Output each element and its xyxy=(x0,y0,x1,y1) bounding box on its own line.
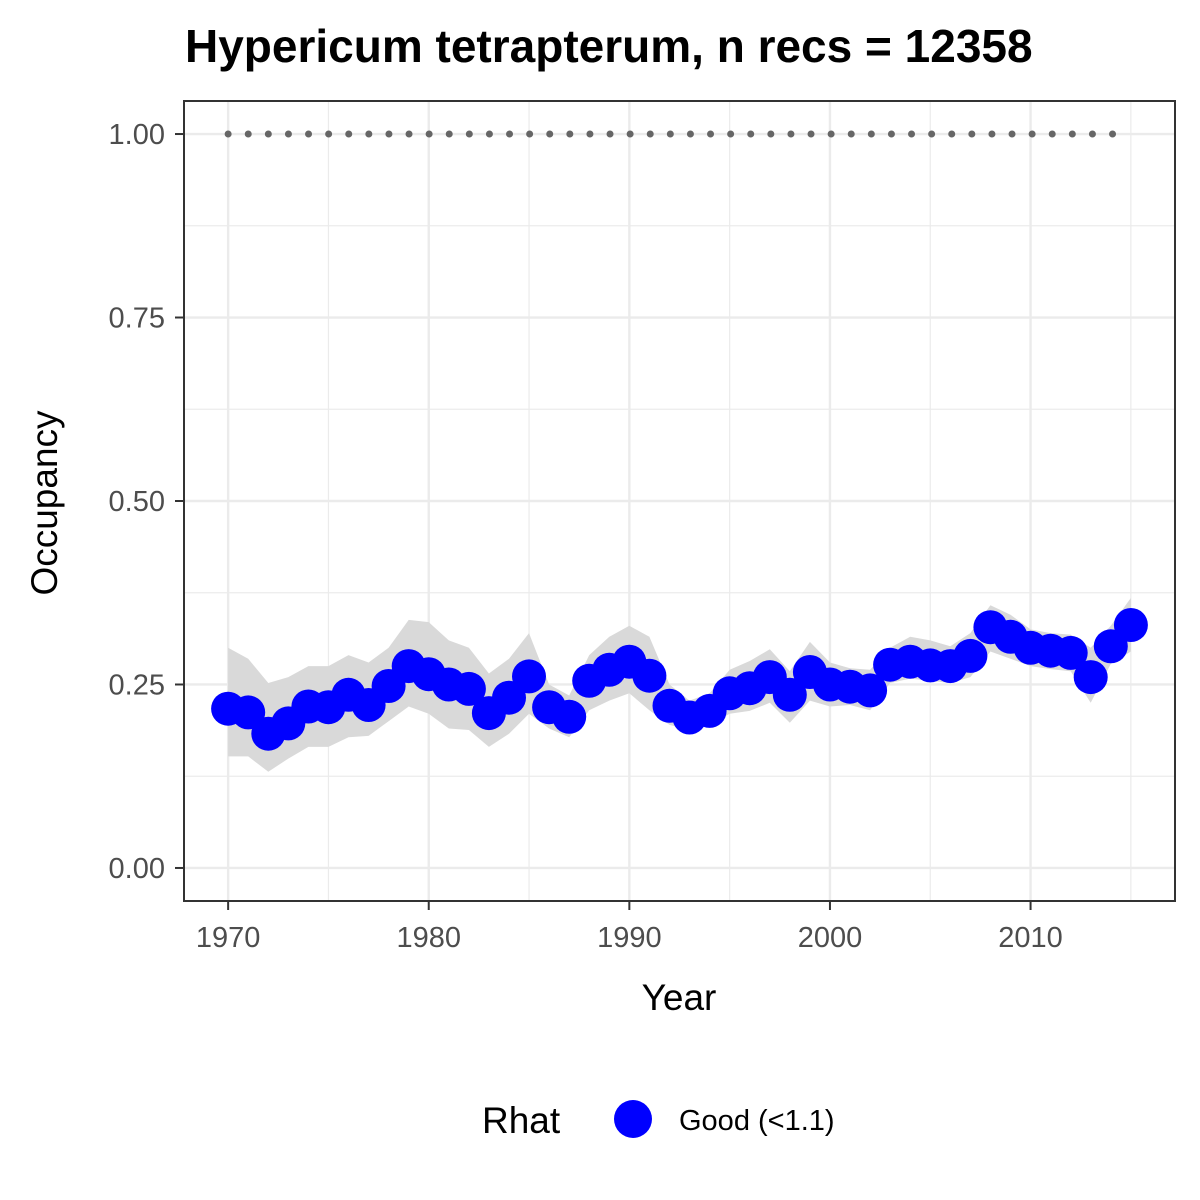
data-point xyxy=(1073,660,1108,695)
legend-label-good: Good (<1.1) xyxy=(679,1105,835,1137)
y-tick-label: 0.75 xyxy=(109,303,165,335)
data-point xyxy=(632,658,667,693)
x-tick-label: 2010 xyxy=(998,922,1063,954)
legend-title: Rhat xyxy=(482,1100,561,1141)
x-axis-title: Year xyxy=(642,977,717,1018)
y-tick-label: 0.00 xyxy=(109,853,165,885)
data-point xyxy=(231,695,266,730)
data-point xyxy=(512,659,546,694)
grid-lines xyxy=(184,101,1175,901)
data-point xyxy=(552,699,587,734)
confidence-ribbon-layer xyxy=(228,597,1131,772)
data-point xyxy=(772,677,807,712)
data-point xyxy=(853,673,888,708)
data-point xyxy=(1113,608,1148,642)
y-tick-label: 1.00 xyxy=(109,119,165,151)
x-tick-label: 1980 xyxy=(396,922,461,954)
x-tick-label: 2000 xyxy=(798,922,863,954)
axes: 1970 1980 1990 2000 2010 0.00 0.25 0.50 0.75 1.00 xyxy=(109,119,1063,954)
x-tick-label: 1970 xyxy=(196,922,261,954)
data-point xyxy=(492,680,526,715)
legend: Rhat Good (<1.1) xyxy=(482,1100,835,1141)
data-point xyxy=(1093,629,1128,664)
data-point xyxy=(451,671,486,706)
chart-title: Hypericum tetrapterum, n recs = 12358 xyxy=(185,20,1033,72)
confidence-ribbon xyxy=(228,597,1131,772)
data-points-layer xyxy=(211,608,1148,751)
legend-key-good xyxy=(614,1100,652,1138)
y-tick-label: 0.25 xyxy=(109,669,165,701)
data-point xyxy=(1053,635,1088,670)
y-axis-title: Occupancy xyxy=(24,410,65,596)
data-point xyxy=(953,638,988,673)
x-tick-label: 1990 xyxy=(597,922,662,954)
y-tick-label: 0.50 xyxy=(109,486,165,518)
